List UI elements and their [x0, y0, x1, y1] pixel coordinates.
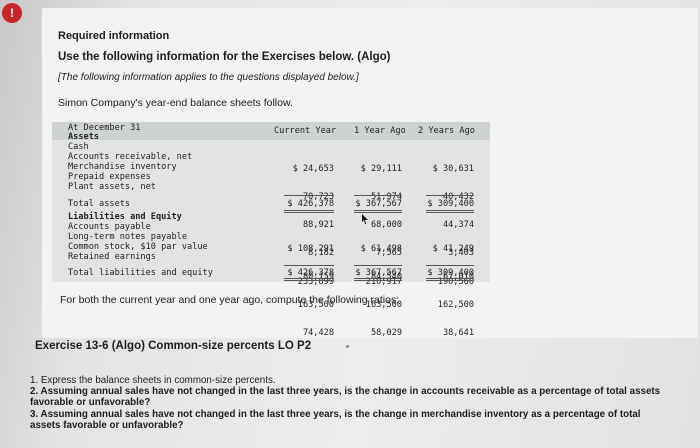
value-cell: 210,917 — [365, 276, 402, 287]
double-rule — [354, 210, 402, 213]
value-cell: 163,500 — [297, 300, 334, 311]
total-assets-current: $ 426,378 — [287, 199, 334, 209]
value-cell: $ 30,631 — [432, 163, 474, 174]
value-cell: 40,432 — [442, 192, 474, 203]
subtotal-rule — [284, 265, 334, 266]
value-cell: 88,921 — [302, 220, 334, 231]
value-cell: 233,899 — [297, 276, 334, 287]
value-cell: 80,159 — [302, 272, 334, 283]
value-cell: 58,029 — [370, 328, 402, 339]
value-cell: 51,974 — [370, 192, 402, 203]
exercise-title: Exercise 13-6 (Algo) Common-size percent… — [35, 340, 312, 352]
value-cell: 44,374 — [442, 220, 474, 231]
double-rule — [354, 278, 402, 281]
value-cell: $ 29,111 — [360, 163, 402, 174]
liabilities-one-year-values: $ 61,498 84,540 163,500 58,029 — [344, 226, 402, 358]
col-two-years-ago: 2 Years Ago — [418, 126, 475, 136]
dot-icon — [346, 345, 349, 348]
assets-two-years-values: $ 30,631 40,432 44,374 3,403 190,560 — [416, 146, 474, 306]
value-cell: 68,000 — [370, 220, 402, 231]
value-cell: $ 41,249 — [432, 243, 474, 254]
subtotal-rule — [354, 265, 402, 266]
subtotal-rule — [426, 195, 474, 196]
value-cell: 67,010 — [442, 272, 474, 283]
value-cell: 162,500 — [437, 300, 474, 311]
assets-current-values: $ 24,653 70,723 88,921 8,182 233,899 — [274, 146, 334, 306]
total-le-two-years: $ 309,400 — [427, 268, 474, 278]
assets-heading: Assets — [68, 132, 100, 142]
col-one-year-ago: 1 Year Ago — [354, 126, 406, 136]
question-2: 2. Assuming annual sales have not change… — [30, 386, 670, 408]
ratios-prompt: For both the current year and one year a… — [60, 294, 400, 306]
col-current-year: Current Year — [274, 126, 337, 136]
question-3: 3. Assuming annual sales have not change… — [30, 409, 670, 431]
subtotal-rule — [426, 265, 474, 266]
label-total-liabilities-equity: Total liabilities and equity — [68, 268, 213, 278]
value-cell: $ 61,498 — [360, 243, 402, 254]
label-cash: Cash — [68, 142, 89, 152]
value-cell: 74,428 — [302, 328, 334, 339]
liabilities-two-years-values: $ 41,249 67,010 162,500 38,641 — [416, 226, 474, 358]
total-assets-one-year: $ 367,567 — [355, 199, 402, 209]
mouse-cursor-icon — [362, 214, 368, 224]
question-2-text: 2. Assuming annual sales have not change… — [30, 386, 661, 408]
label-prepaid-expenses: Prepaid expenses — [68, 172, 151, 182]
double-rule — [426, 210, 474, 213]
alert-icon[interactable]: ! — [2, 3, 22, 23]
value-cell: 8,182 — [308, 248, 334, 259]
total-assets-two-years: $ 309,400 — [427, 199, 474, 209]
label-accounts-payable: Accounts payable — [68, 222, 151, 232]
subtotal-rule — [354, 195, 402, 196]
value-cell: 38,641 — [442, 328, 474, 339]
value-cell: 84,540 — [370, 272, 402, 283]
label-long-term-notes: Long-term notes payable — [68, 232, 187, 242]
label-retained-earnings: Retained earnings — [68, 252, 156, 262]
value-cell: 70,723 — [302, 192, 334, 203]
required-info-title: Required information — [58, 30, 170, 42]
double-rule — [284, 278, 334, 281]
assets-one-year-values: $ 29,111 51,974 68,000 7,565 210,917 — [344, 146, 402, 306]
label-plant-assets: Plant assets, net — [68, 182, 156, 192]
balance-sheet-table: At December 31 Current Year 1 Year Ago 2… — [52, 122, 490, 338]
double-rule — [426, 278, 474, 281]
value-cell: $ 108,291 — [287, 243, 334, 254]
value-cell: 190,560 — [437, 276, 474, 287]
info-note: [The following information applies to th… — [58, 72, 359, 83]
label-merchandise-inventory: Merchandise inventory — [68, 162, 177, 172]
value-cell: 7,565 — [376, 248, 402, 259]
double-rule — [284, 210, 334, 213]
label-total-assets: Total assets — [68, 199, 131, 209]
total-le-one-year: $ 367,567 — [355, 268, 402, 278]
subtotal-rule — [284, 195, 334, 196]
value-cell: $ 24,653 — [292, 163, 334, 174]
liabilities-equity-heading: Liabilities and Equity — [68, 212, 182, 222]
total-le-current: $ 426,378 — [287, 268, 334, 278]
table-header-band — [52, 122, 490, 140]
value-cell: 163,500 — [365, 300, 402, 311]
liabilities-current-values: $ 108,291 80,159 163,500 74,428 — [274, 226, 334, 358]
value-cell: 3,403 — [448, 248, 474, 259]
header-label: At December 31 — [68, 123, 141, 133]
label-accounts-receivable: Accounts receivable, net — [68, 152, 193, 162]
instruction-heading: Use the following information for the Ex… — [58, 51, 391, 63]
intro-text: Simon Company's year-end balance sheets … — [58, 97, 293, 109]
label-common-stock: Common stock, $10 par value — [68, 242, 208, 252]
question-3-text: 3. Assuming annual sales have not change… — [30, 409, 641, 431]
question-1: 1. Express the balance sheets in common-… — [30, 375, 276, 386]
